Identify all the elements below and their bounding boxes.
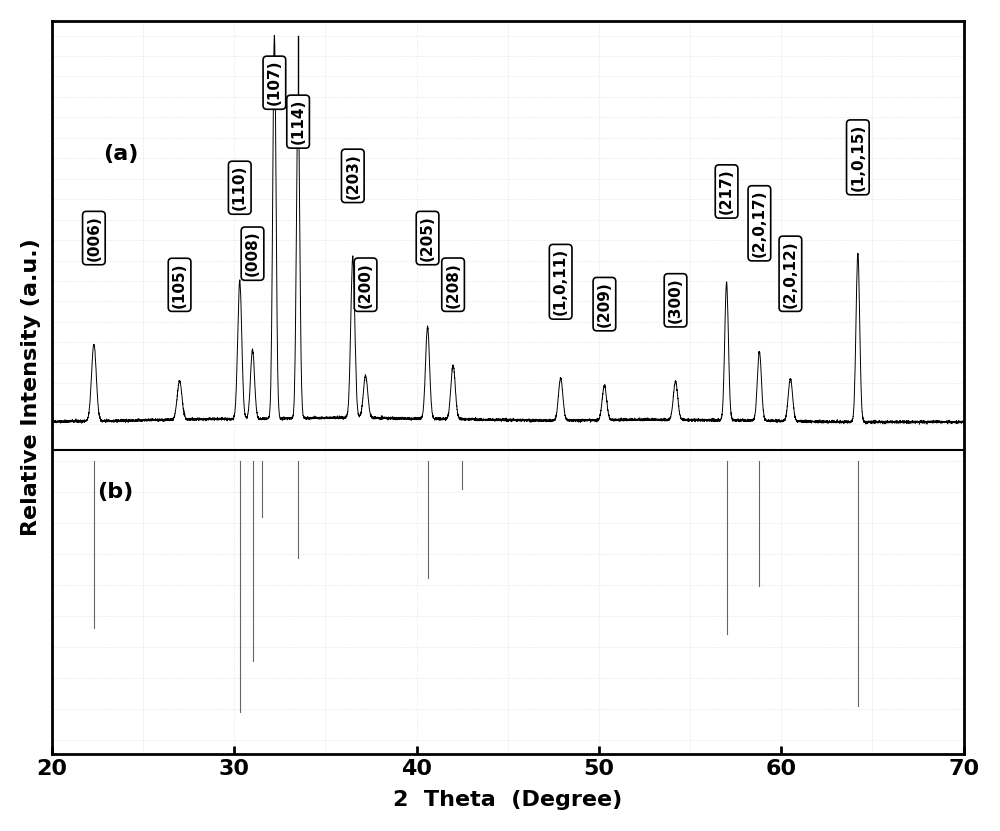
Text: (1,0,15): (1,0,15) bbox=[850, 124, 865, 191]
X-axis label: 2  Theta  (Degree): 2 Theta (Degree) bbox=[393, 790, 622, 810]
Text: (209): (209) bbox=[597, 281, 612, 327]
Text: (b): (b) bbox=[98, 481, 134, 502]
Text: (110): (110) bbox=[232, 165, 247, 210]
Y-axis label: Relative Intensity (a.u.): Relative Intensity (a.u.) bbox=[21, 238, 41, 536]
Text: (105): (105) bbox=[172, 262, 187, 307]
Text: (203): (203) bbox=[345, 153, 360, 199]
Text: (200): (200) bbox=[358, 262, 373, 307]
Text: (008): (008) bbox=[245, 231, 260, 277]
Text: (2,0,17): (2,0,17) bbox=[752, 189, 767, 257]
Text: (006): (006) bbox=[86, 215, 101, 261]
Text: (114): (114) bbox=[291, 99, 306, 145]
Text: (208): (208) bbox=[446, 262, 461, 307]
Text: (300): (300) bbox=[668, 278, 683, 323]
Text: (1,0,11): (1,0,11) bbox=[553, 248, 568, 315]
Text: (107): (107) bbox=[267, 60, 282, 106]
Text: (2,0,12): (2,0,12) bbox=[783, 240, 798, 307]
Text: (205): (205) bbox=[420, 215, 435, 261]
Text: (217): (217) bbox=[719, 169, 734, 214]
Text: (a): (a) bbox=[103, 144, 138, 164]
